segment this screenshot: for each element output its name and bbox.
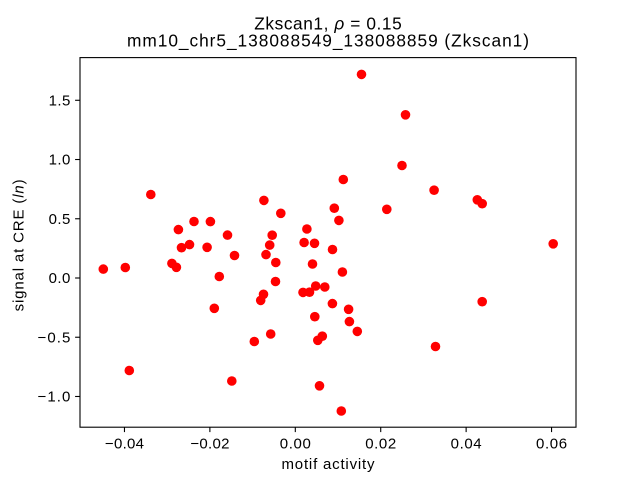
svg-text:0.06: 0.06 — [536, 436, 567, 453]
svg-text:signal at CRE (ln): signal at CRE (ln) — [11, 179, 28, 311]
svg-text:−0.5: −0.5 — [38, 329, 71, 346]
svg-text:0.5: 0.5 — [49, 211, 71, 228]
svg-text:0.04: 0.04 — [451, 436, 482, 453]
svg-text:motif activity: motif activity — [282, 456, 376, 473]
svg-text:−0.04: −0.04 — [105, 436, 144, 453]
svg-text:1.5: 1.5 — [49, 92, 71, 109]
svg-text:mm10_chr5_138088549_138088859: mm10_chr5_138088549_138088859 (Zkscan1) — [127, 31, 529, 51]
svg-text:0.00: 0.00 — [280, 436, 311, 453]
svg-text:0.02: 0.02 — [365, 436, 396, 453]
svg-text:Zkscan1, ρ = 0.15: Zkscan1, ρ = 0.15 — [254, 14, 402, 34]
svg-text:1.0: 1.0 — [49, 152, 71, 169]
svg-text:−0.02: −0.02 — [190, 436, 229, 453]
svg-text:−1.0: −1.0 — [38, 389, 71, 406]
svg-text:0.0: 0.0 — [49, 270, 71, 287]
